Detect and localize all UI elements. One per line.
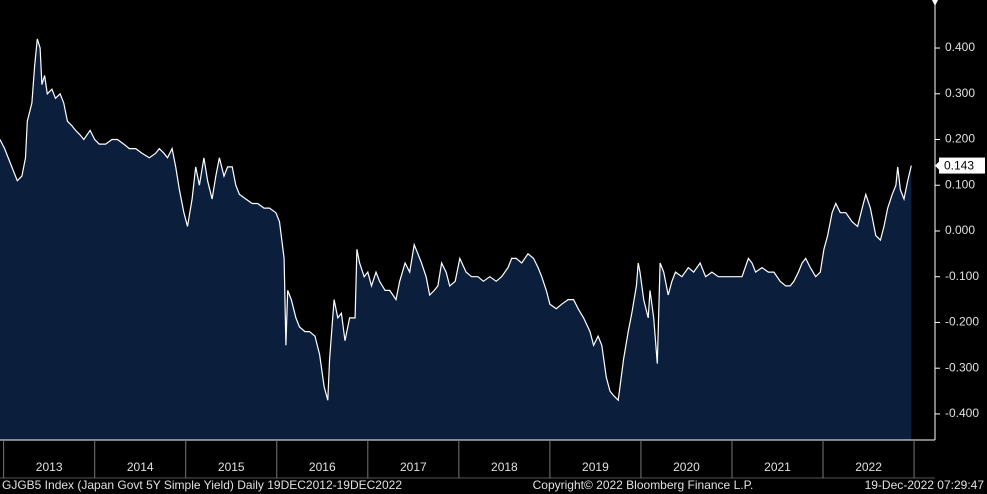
y-tick-label: -0.400 (945, 406, 979, 420)
timestamp: 19-Dec-2022 07:29:47 (865, 478, 985, 492)
x-tick-label: 2016 (309, 460, 336, 474)
y-tick-label: 0.000 (945, 223, 975, 237)
line (0, 38, 912, 402)
y-tick-label: -0.300 (945, 360, 979, 374)
x-tick-label: 2015 (218, 460, 245, 474)
last-value-pointer (935, 160, 940, 171)
x-tick-label: 2019 (582, 460, 609, 474)
y-tick-label: 0.100 (945, 177, 975, 191)
y-tick-label: 0.200 (945, 132, 975, 146)
x-tick-label: 2018 (491, 460, 518, 474)
x-tick-label: 2017 (400, 460, 427, 474)
x-tick-label: 2021 (764, 460, 791, 474)
x-tick-label: 2013 (36, 460, 63, 474)
y-tick-label: 0.400 (945, 40, 975, 54)
x-tick-label: 2022 (855, 460, 882, 474)
x-tick-label: 2020 (673, 460, 700, 474)
last-value-box (939, 157, 985, 174)
y-tick-label: 0.300 (945, 86, 975, 100)
footer-title: GJGB5 Index (Japan Govt 5Y Simple Yield)… (2, 478, 402, 492)
area (0, 38, 912, 441)
copyright: Copyright© 2022 Bloomberg Finance L.P. (533, 478, 754, 492)
x-tick-label: 2014 (127, 460, 154, 474)
y-tick-label: -0.100 (945, 269, 979, 283)
last-value-label: 0.143 (944, 159, 974, 173)
y-tick-label: -0.200 (945, 315, 979, 329)
